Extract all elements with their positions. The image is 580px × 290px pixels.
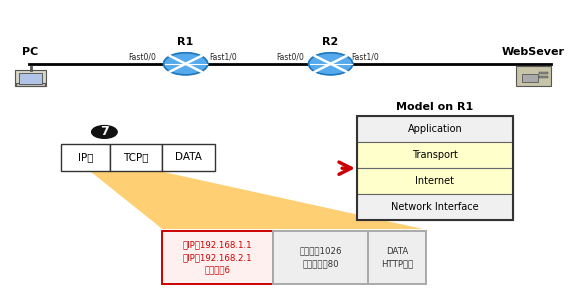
Bar — [162, 231, 273, 284]
Bar — [61, 144, 110, 171]
Bar — [522, 74, 538, 82]
Text: Fast1/0: Fast1/0 — [209, 52, 237, 61]
Bar — [357, 116, 513, 220]
Bar — [539, 72, 548, 74]
Text: Network Interface: Network Interface — [391, 202, 479, 212]
Text: Fast1/0: Fast1/0 — [351, 52, 379, 61]
Text: 源端口号1026
目的端口号80: 源端口号1026 目的端口号80 — [299, 246, 342, 268]
Bar — [357, 142, 513, 168]
Text: PC: PC — [22, 47, 38, 57]
Bar — [539, 76, 548, 78]
Text: 源IP：192.168.1.1
目IP：192.168.2.1
协议号：6: 源IP：192.168.1.1 目IP：192.168.2.1 协议号：6 — [183, 240, 252, 274]
Text: DATA
HTTP荷载: DATA HTTP荷载 — [381, 246, 414, 268]
Bar — [516, 66, 551, 86]
Bar — [162, 144, 215, 171]
Text: WebSever: WebSever — [502, 47, 565, 57]
Text: Transport: Transport — [412, 150, 458, 160]
Text: Internet: Internet — [415, 176, 455, 186]
Bar — [357, 116, 513, 142]
Bar — [110, 144, 162, 171]
Text: 7: 7 — [100, 126, 109, 138]
Bar — [16, 83, 45, 86]
Circle shape — [92, 126, 117, 138]
Bar — [14, 70, 46, 86]
Circle shape — [309, 53, 353, 75]
Text: IP头: IP头 — [78, 152, 93, 162]
Text: TCP头: TCP头 — [124, 152, 149, 162]
Text: Fast0/0: Fast0/0 — [276, 52, 304, 61]
Text: Model on R1: Model on R1 — [396, 102, 474, 112]
Text: Application: Application — [408, 124, 462, 134]
Text: DATA: DATA — [175, 152, 202, 162]
Text: Fast0/0: Fast0/0 — [128, 52, 156, 61]
Bar — [19, 73, 42, 84]
Polygon shape — [90, 171, 423, 229]
Bar — [357, 168, 513, 194]
Circle shape — [164, 53, 208, 75]
Text: R1: R1 — [177, 37, 194, 47]
Bar — [273, 231, 368, 284]
Text: R2: R2 — [322, 37, 339, 47]
Bar — [368, 231, 426, 284]
Bar — [357, 194, 513, 220]
